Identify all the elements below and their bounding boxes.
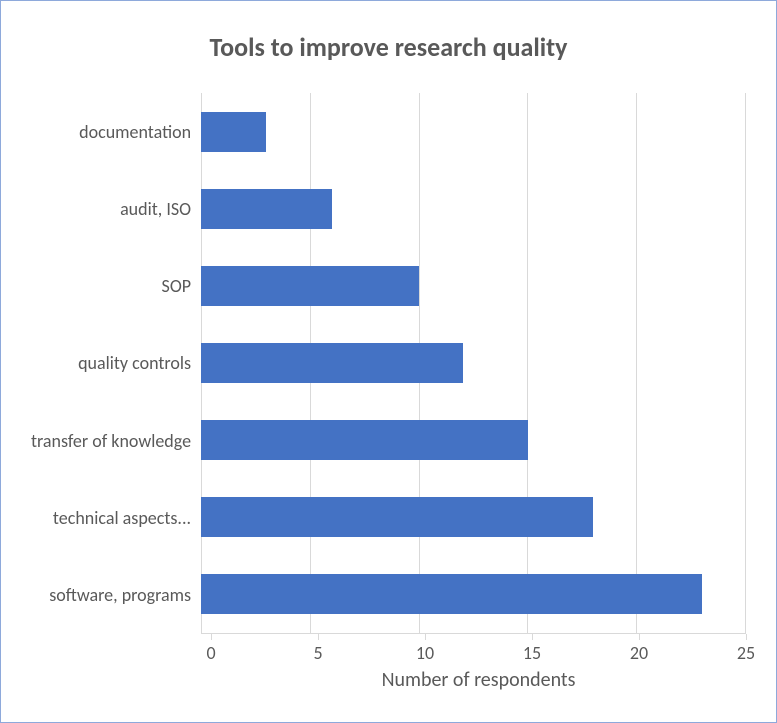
- y-axis-label: technical aspects...: [53, 507, 191, 529]
- x-tickmark: [532, 634, 533, 640]
- x-axis-title: Number of respondents: [211, 664, 746, 692]
- y-axis-label: quality controls: [78, 352, 191, 374]
- x-tickmark: [425, 634, 426, 640]
- x-tick-label: 5: [313, 642, 322, 664]
- x-tickmark: [318, 634, 319, 640]
- bars-container: [201, 93, 746, 633]
- y-axis-label: transfer of knowledge: [31, 430, 191, 452]
- x-tick-label: 0: [206, 642, 215, 664]
- x-axis-ticks: 0510152025: [211, 634, 746, 664]
- bar: [201, 112, 266, 152]
- x-tick-label: 25: [737, 642, 755, 664]
- plot-zone: documentation audit, ISO SOP quality contro…: [31, 93, 746, 692]
- bar-slot: [201, 420, 746, 460]
- x-axis-row: 0510152025: [31, 634, 746, 664]
- y-axis-labels: documentation audit, ISO SOP quality contro…: [31, 93, 201, 634]
- y-axis-label: SOP: [162, 275, 192, 297]
- bar: [201, 343, 463, 383]
- bar-slot: [201, 112, 746, 152]
- bar-slot: [201, 266, 746, 306]
- y-axis-label: audit, ISO: [120, 198, 191, 220]
- chart-title: Tools to improve research quality: [31, 31, 746, 63]
- bar-slot: [201, 574, 746, 614]
- bar: [201, 420, 528, 460]
- bar-slot: [201, 343, 746, 383]
- bar-slot: [201, 497, 746, 537]
- bar: [201, 497, 593, 537]
- y-axis-label: software, programs: [49, 584, 191, 606]
- x-axis-spacer: [31, 634, 211, 664]
- x-title-spacer: [31, 664, 211, 692]
- x-tick-label: 10: [416, 642, 434, 664]
- bar: [201, 574, 702, 614]
- bar: [201, 266, 419, 306]
- bar-slot: [201, 189, 746, 229]
- x-tickmark: [746, 634, 747, 640]
- bar: [201, 189, 332, 229]
- y-axis-label: documentation: [79, 121, 191, 143]
- x-tick-label: 20: [630, 642, 648, 664]
- plot-body: documentation audit, ISO SOP quality contro…: [31, 93, 746, 634]
- plot-area: [201, 93, 746, 634]
- x-tick-label: 15: [523, 642, 541, 664]
- x-title-row: Number of respondents: [31, 664, 746, 692]
- x-tickmark: [639, 634, 640, 640]
- x-tickmark: [211, 634, 212, 640]
- chart-frame: Tools to improve research quality docume…: [0, 0, 777, 723]
